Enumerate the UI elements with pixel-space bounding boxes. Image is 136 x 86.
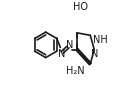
Text: N: N [66, 40, 73, 50]
Text: N: N [58, 49, 65, 59]
Text: HO: HO [73, 2, 88, 12]
Text: NH: NH [93, 35, 108, 45]
Text: N: N [91, 49, 98, 59]
Text: H₂N: H₂N [66, 66, 85, 76]
